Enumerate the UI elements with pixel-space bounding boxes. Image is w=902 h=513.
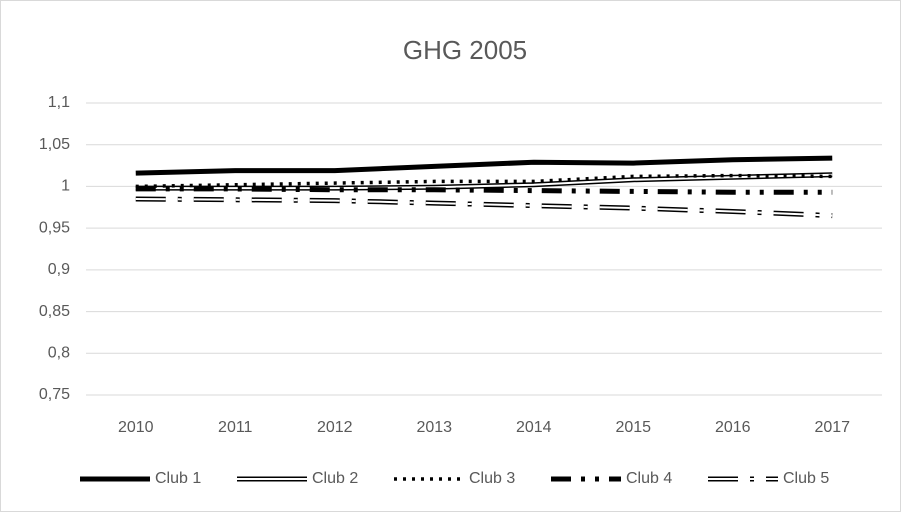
legend-label: Club 4 [626,470,672,487]
chart-title: GHG 2005 [403,35,527,65]
legend-label: Club 1 [155,470,201,487]
x-tick-label: 2010 [118,419,154,436]
legend-label: Club 2 [312,470,358,487]
x-tick-label: 2012 [317,419,353,436]
y-tick-label: 0,8 [48,345,70,362]
legend-label: Club 5 [783,470,829,487]
x-tick-label: 2017 [814,419,850,436]
y-tick-label: 0,95 [39,219,70,236]
y-tick-label: 1 [61,178,70,195]
y-tick-label: 1,1 [48,94,70,111]
y-tick-label: 1,05 [39,136,70,153]
x-tick-label: 2016 [715,419,751,436]
x-tick-label: 2011 [218,419,253,436]
x-tick-label: 2014 [516,419,552,436]
y-tick-label: 0,85 [39,303,70,320]
series-line [135,155,833,176]
y-tick-label: 0,9 [48,261,70,278]
series-line-inner [135,197,833,217]
legend-label: Club 3 [469,470,515,487]
y-tick-label: 0,75 [39,386,70,403]
x-tick-label: 2013 [416,419,452,436]
x-tick-label: 2015 [615,419,651,436]
series-line [135,186,833,195]
